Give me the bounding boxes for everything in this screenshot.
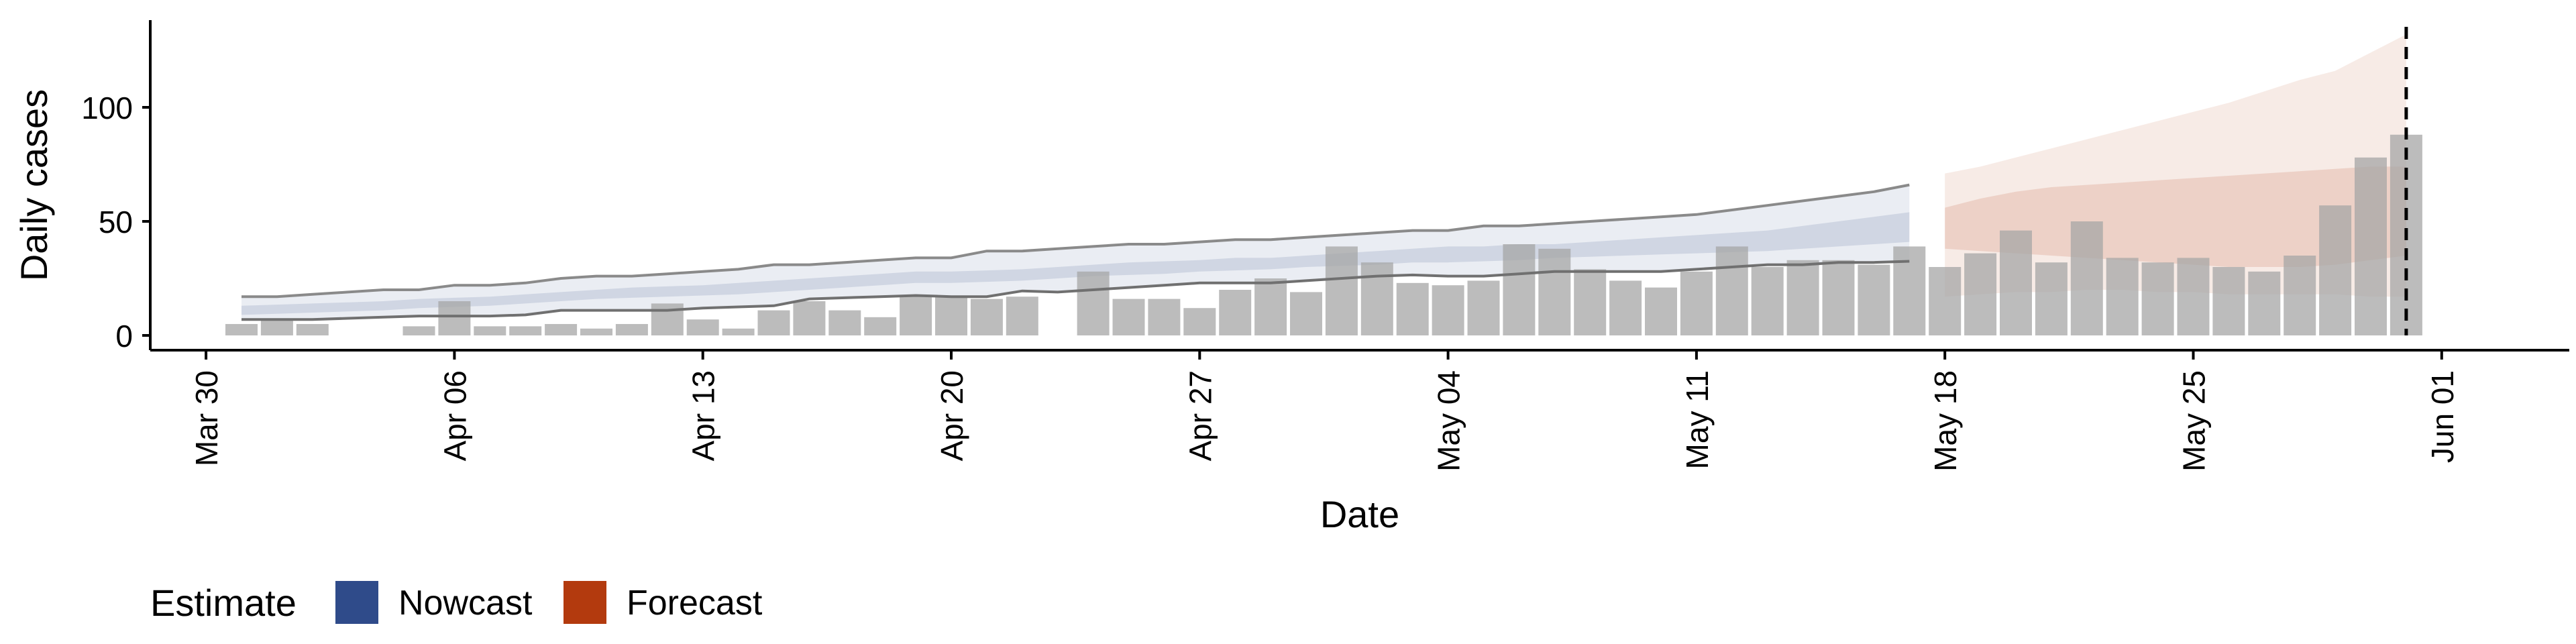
case-bar xyxy=(474,326,506,335)
y-ticks: 0 50 100 xyxy=(81,91,150,354)
legend-label-nowcast: Nowcast xyxy=(398,584,533,623)
case-bar xyxy=(296,324,329,335)
case-bar xyxy=(260,319,293,335)
case-bar xyxy=(225,324,258,335)
legend-swatch-forecast xyxy=(564,581,606,624)
x-tick-label: Mar 30 xyxy=(189,370,224,466)
case-bar xyxy=(1929,267,1962,335)
case-bar xyxy=(2319,205,2352,335)
case-bar xyxy=(1396,282,1429,335)
case-bar xyxy=(509,326,542,335)
case-bar xyxy=(2212,267,2245,335)
case-bar xyxy=(864,317,897,335)
legend: Estimate Nowcast Forecast xyxy=(150,581,763,624)
x-ticks: Mar 30 Apr 06 Apr 13 Apr 20 Apr 27 May 04 May … xyxy=(189,350,2460,472)
x-tick-label: Apr 06 xyxy=(437,370,472,462)
case-bar xyxy=(1467,280,1500,335)
case-bar xyxy=(1751,267,1784,335)
case-bar xyxy=(438,301,471,335)
case-bar xyxy=(2000,230,2032,335)
case-bar xyxy=(580,328,612,335)
nowcast-outer-band xyxy=(241,184,1910,320)
case-bar xyxy=(1538,248,1571,335)
case-bar xyxy=(793,301,826,335)
case-bar xyxy=(2355,157,2387,336)
case-bar xyxy=(2070,221,2103,335)
case-bar xyxy=(1858,264,1890,335)
forecast-inner-band xyxy=(1945,166,2406,267)
legend-label-forecast: Forecast xyxy=(627,584,763,623)
y-tick-label: 0 xyxy=(115,319,133,354)
case-bar xyxy=(615,324,648,335)
case-bar xyxy=(935,297,967,335)
y-axis-label: Daily cases xyxy=(13,89,55,281)
x-tick-label: May 25 xyxy=(2177,370,2212,472)
case-bar xyxy=(1077,271,1110,335)
x-tick-label: Apr 20 xyxy=(934,370,969,462)
case-bar xyxy=(2177,258,2210,335)
y-tick-label: 100 xyxy=(81,91,133,125)
case-bar xyxy=(1254,278,1287,335)
case-bar xyxy=(1680,271,1713,335)
x-axis-label: Date xyxy=(1320,493,1399,535)
case-bar xyxy=(1006,297,1038,335)
case-bar xyxy=(1964,253,1997,335)
case-bar xyxy=(1183,308,1216,335)
case-bar xyxy=(1893,246,1926,335)
x-tick-label: May 11 xyxy=(1680,370,1715,469)
x-tick-label: May 18 xyxy=(1928,370,1963,472)
case-bar xyxy=(900,297,932,335)
case-bar xyxy=(2106,258,2139,335)
x-tick-label: Apr 13 xyxy=(686,370,721,462)
case-bar xyxy=(1290,292,1322,335)
x-tick-label: Jun 01 xyxy=(2425,370,2460,463)
case-bar xyxy=(1360,262,1393,335)
case-bar xyxy=(1609,280,1642,335)
case-bar xyxy=(1148,299,1181,335)
case-bar xyxy=(545,324,578,335)
case-bar xyxy=(2284,256,2316,335)
axes: 0 50 100 Mar 30 Apr 06 Apr 13 Apr 20 Apr 27 May… xyxy=(81,20,2569,472)
case-bar xyxy=(2248,271,2281,335)
case-bar xyxy=(2035,262,2068,335)
band-lines-layer xyxy=(241,183,1910,321)
case-bar xyxy=(1786,260,1819,335)
case-bar xyxy=(1503,244,1536,335)
nowcast-inner-band xyxy=(241,212,1910,315)
case-bar xyxy=(970,299,1003,335)
legend-swatch-nowcast xyxy=(335,581,378,624)
case-bar xyxy=(1574,269,1607,335)
legend-title: Estimate xyxy=(150,582,297,624)
case-bar xyxy=(722,328,755,335)
case-bar xyxy=(402,326,435,335)
nowcast-lower-line xyxy=(241,260,1910,321)
x-tick-label: Apr 27 xyxy=(1183,370,1218,462)
case-bar xyxy=(1645,287,1677,335)
case-bar xyxy=(2141,262,2174,335)
case-bar xyxy=(1822,260,1855,335)
case-bar xyxy=(1219,290,1252,335)
case-bar xyxy=(686,319,719,335)
case-bar xyxy=(828,310,861,335)
y-tick-label: 50 xyxy=(99,205,133,239)
bands-layer xyxy=(241,34,2406,320)
x-tick-label: May 04 xyxy=(1432,370,1466,472)
nowcast-upper-line xyxy=(241,183,1910,299)
case-bar xyxy=(757,310,790,335)
case-bar xyxy=(1325,246,1358,335)
forecast-outer-band xyxy=(1945,34,2406,297)
case-bar xyxy=(1112,299,1145,335)
case-bar xyxy=(1715,246,1748,335)
case-bar xyxy=(1432,285,1464,335)
